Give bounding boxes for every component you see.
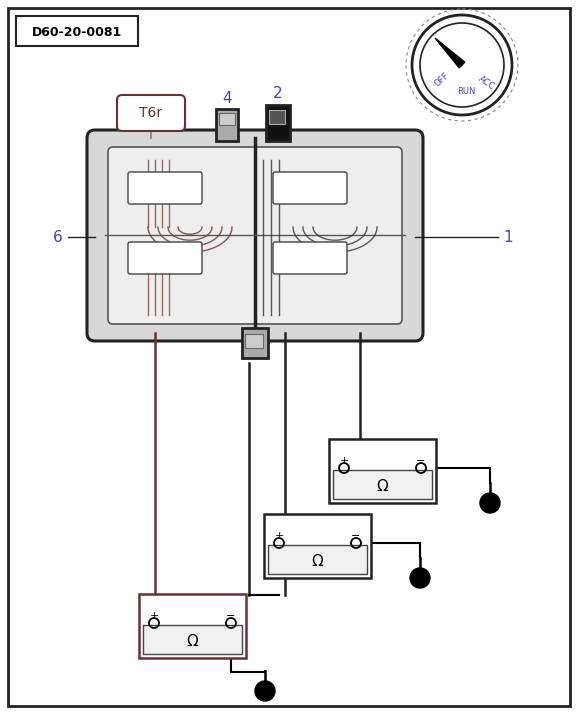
Text: Ω: Ω (311, 554, 323, 569)
Text: OFF: OFF (433, 71, 451, 89)
Text: T6r: T6r (139, 106, 162, 120)
Circle shape (480, 493, 500, 513)
FancyBboxPatch shape (128, 242, 202, 274)
Circle shape (410, 568, 430, 588)
FancyBboxPatch shape (269, 110, 285, 124)
Text: −: − (351, 531, 361, 541)
FancyBboxPatch shape (245, 334, 263, 348)
FancyBboxPatch shape (87, 130, 423, 341)
Text: 1: 1 (503, 229, 513, 244)
FancyBboxPatch shape (266, 105, 290, 141)
FancyBboxPatch shape (268, 545, 367, 574)
FancyBboxPatch shape (333, 470, 432, 499)
FancyBboxPatch shape (264, 514, 371, 578)
Text: +: + (274, 531, 284, 541)
FancyBboxPatch shape (108, 147, 402, 324)
FancyBboxPatch shape (16, 16, 138, 46)
Text: −: − (226, 611, 235, 621)
Text: RUN: RUN (457, 86, 475, 96)
Text: Ω: Ω (186, 634, 198, 649)
FancyBboxPatch shape (242, 328, 268, 358)
Text: ACC: ACC (476, 74, 496, 91)
Text: D60-20-0081: D60-20-0081 (32, 26, 122, 39)
FancyBboxPatch shape (219, 113, 235, 125)
FancyBboxPatch shape (128, 172, 202, 204)
Text: Ω: Ω (376, 479, 388, 494)
FancyBboxPatch shape (273, 242, 347, 274)
Polygon shape (435, 38, 465, 68)
FancyBboxPatch shape (329, 439, 436, 503)
FancyBboxPatch shape (143, 625, 242, 654)
FancyBboxPatch shape (139, 594, 246, 658)
Text: 2: 2 (273, 86, 283, 101)
FancyBboxPatch shape (273, 172, 347, 204)
FancyBboxPatch shape (216, 109, 238, 141)
Text: 6: 6 (53, 229, 63, 244)
Text: 4: 4 (222, 91, 232, 106)
Circle shape (255, 681, 275, 701)
Text: +: + (149, 611, 159, 621)
FancyBboxPatch shape (117, 95, 185, 131)
Text: +: + (339, 456, 349, 466)
Text: −: − (416, 456, 426, 466)
FancyBboxPatch shape (8, 8, 570, 706)
